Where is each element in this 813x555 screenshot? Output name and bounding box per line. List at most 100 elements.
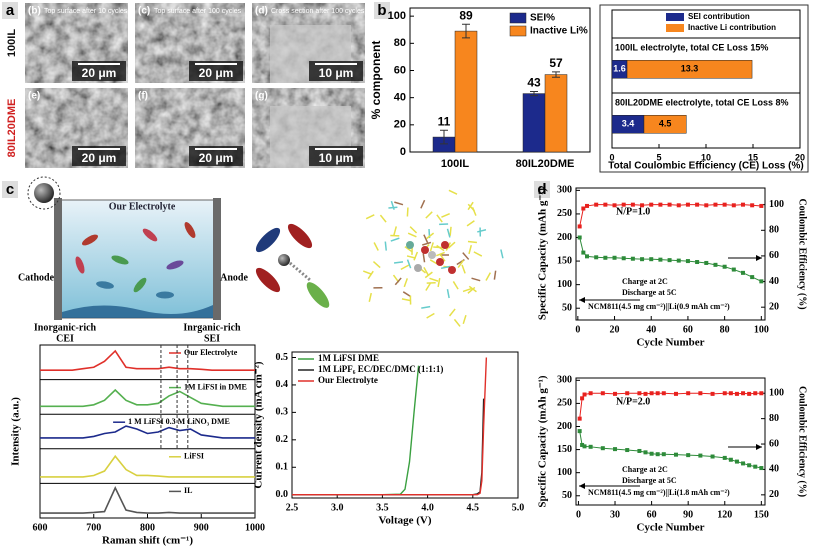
molecule-bond [448, 308, 456, 317]
data-line [579, 431, 762, 469]
data-point [580, 396, 585, 401]
x-tick-label: 0 [576, 509, 581, 520]
data-point [722, 455, 727, 460]
x-tick-label: 150 [754, 509, 769, 520]
molecule-bond [393, 261, 404, 264]
y-tick-label: 200 [557, 421, 572, 432]
scale-label: 20 μm [82, 66, 117, 80]
data-point [658, 202, 663, 207]
y-tick-label: 100 [769, 199, 784, 210]
x-axis-label: Total Coulombic Efficiency (CE) Loss (%) [608, 161, 803, 172]
y-tick-label: 0.0 [276, 489, 289, 500]
spectrum [40, 349, 255, 371]
molecule-bond [423, 234, 429, 244]
molecule-bond [373, 242, 379, 251]
molecule-bond [437, 277, 441, 288]
y-tick-label: 100 [557, 279, 572, 290]
y-tick-label: 80 [394, 37, 406, 49]
y-tick-label: 200 [557, 232, 572, 243]
molecule-bond [368, 292, 372, 302]
data-point [594, 255, 599, 260]
plot-frame [409, 7, 591, 153]
image-id: (b) [28, 6, 41, 17]
molecule-bond [449, 226, 452, 236]
molecule-bond [440, 265, 451, 270]
molecule-bond [401, 298, 411, 302]
solvent-particle [156, 291, 174, 299]
x-tick-label: 800 [140, 522, 155, 533]
molecule-bond [400, 264, 410, 271]
molecule-bond [441, 212, 450, 218]
legend-swatch [509, 25, 527, 37]
solvation-petal [287, 223, 313, 249]
y-axis-label: Specific Capacity (mAh g⁻¹) [537, 188, 549, 321]
x-tick-label: 100 [754, 324, 769, 335]
value-label: 57 [549, 56, 563, 70]
molecule-atom [406, 241, 414, 249]
scale-bar-box [189, 61, 243, 81]
data-point [621, 256, 626, 261]
legend-label: SEI% [530, 13, 555, 24]
molecule-bond [467, 203, 475, 212]
scale-label: 20 μm [82, 151, 117, 165]
annotation: NCM811(4.5 mg cm⁻²)||Li(1.8 mAh cm⁻²) [588, 488, 730, 497]
data-point [747, 391, 752, 396]
molecule-bond [426, 312, 435, 319]
data-point [640, 203, 645, 208]
x-tick-label: 5.0 [512, 502, 525, 513]
data-line [579, 204, 762, 227]
data-point [603, 202, 608, 207]
anode-label: Anode [220, 272, 248, 283]
molecule-bond [403, 278, 409, 288]
schematic-title: Our Electrolyte [109, 201, 176, 212]
molecule-bond [467, 286, 476, 294]
plot-frame [575, 187, 766, 321]
molecule-bond [421, 305, 431, 309]
data-point [643, 450, 648, 455]
data-point [728, 457, 733, 462]
plot-frame [291, 351, 519, 499]
data-point [667, 258, 672, 263]
legend-label: Our Electrolyte [184, 348, 238, 357]
molecule-bond [390, 237, 400, 242]
error-bar [530, 91, 538, 97]
molecule-bond [390, 200, 395, 210]
data-point [734, 391, 739, 396]
molecule-atom [414, 264, 422, 272]
y-tick-label: 50 [562, 303, 572, 314]
spectrum [40, 388, 255, 408]
data-point [740, 270, 745, 275]
y-tick-label: 80 [769, 413, 779, 424]
x-tick-label: 5 [656, 152, 661, 162]
data-point [676, 203, 681, 208]
y-tick-label: 0.2 [276, 434, 289, 445]
molecule-bond [467, 201, 474, 211]
bar-segment [643, 115, 687, 134]
data-point [741, 461, 746, 466]
row-label: 100IL [6, 29, 18, 57]
data-point [698, 391, 703, 396]
data-point [630, 256, 635, 261]
y2-axis-label: Coulombic Efficiency (%) [797, 198, 808, 309]
solvent-particle [184, 222, 196, 238]
legend-label: 1M LiPF₆ EC/DEC/DMC (1:1:1) [318, 364, 443, 374]
x-tick-label: 1000 [245, 522, 265, 533]
sei-label: Inrganic-rich [183, 322, 241, 333]
molecule-bond [372, 261, 381, 269]
image-id: (e) [28, 91, 40, 102]
data-point [734, 459, 739, 464]
molecule-bond [422, 253, 426, 263]
data-point [577, 235, 582, 240]
x-tick-label: 80 [720, 324, 730, 335]
molecule-bond [473, 251, 483, 257]
data-point [649, 391, 654, 396]
molecule-bond [468, 285, 477, 293]
data-point [722, 264, 727, 269]
data-point [594, 202, 599, 207]
molecule-bond [436, 244, 445, 252]
molecule-bond [429, 277, 439, 282]
y-axis-label: % component [369, 41, 383, 120]
data-point [747, 463, 752, 468]
y-tick-label: 40 [769, 464, 779, 475]
legend-label: SEI contribution [688, 12, 750, 21]
